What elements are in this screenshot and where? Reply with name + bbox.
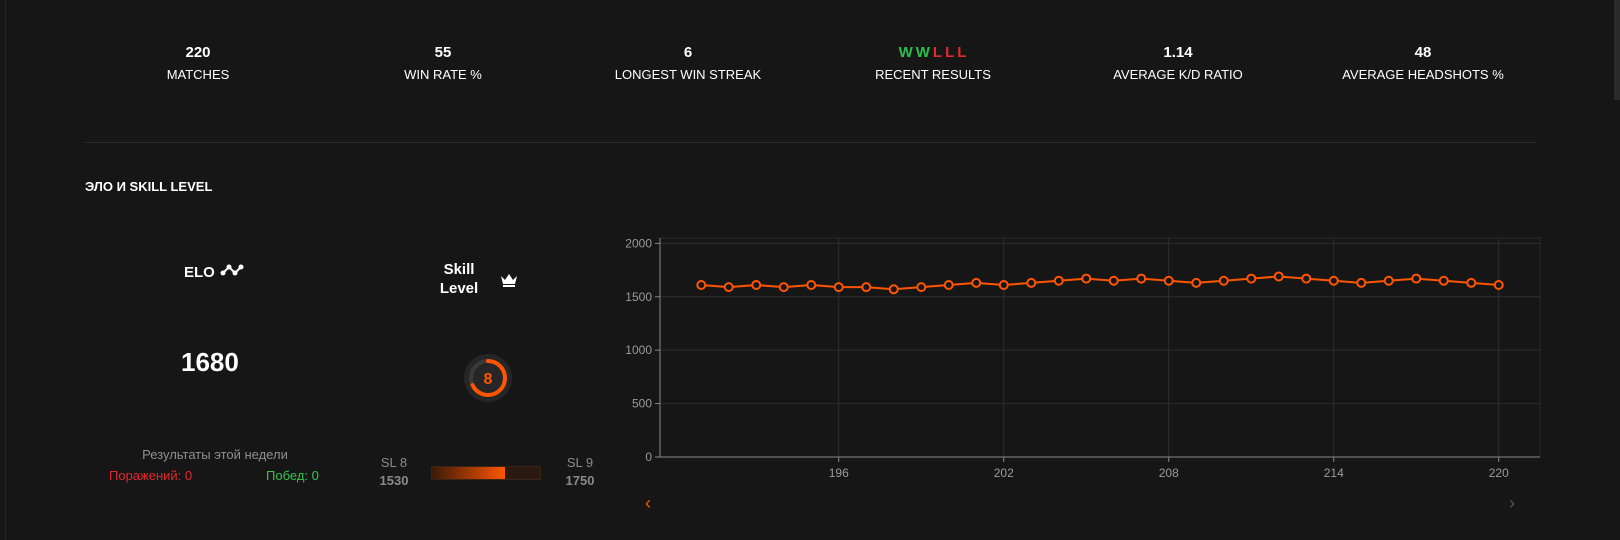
elo-header: ELO <box>184 263 244 281</box>
scrollbar[interactable] <box>1614 0 1620 100</box>
skill-label-line2: Level <box>439 280 479 297</box>
elo-data-point <box>1108 275 1119 286</box>
sl-current: SL 8 1530 <box>372 455 416 488</box>
sl-current-label: SL 8 <box>380 455 408 470</box>
stat-win-rate: 55 WIN RATE % <box>333 44 553 84</box>
stat-kd-ratio-value: 1.14 <box>1163 44 1193 61</box>
stat-longest-streak: 6 LONGEST WIN STREAK <box>578 44 798 84</box>
sl-next: SL 9 1750 <box>557 455 603 488</box>
sl-progress-bar <box>431 466 541 480</box>
stat-headshots-label: AVERAGE HEADSHOTS % <box>1342 67 1504 82</box>
stat-win-rate-value: 55 <box>434 44 452 61</box>
elo-data-point <box>861 282 872 293</box>
elo-data-point <box>1026 277 1037 288</box>
stat-matches: 220 MATCHES <box>88 44 308 84</box>
recent-result: L <box>957 44 968 61</box>
recent-result: L <box>945 44 956 61</box>
stats-bar: 220 MATCHES 55 WIN RATE % 6 LONGEST WIN … <box>0 44 1620 90</box>
y-tick-label: 1000 <box>625 343 652 357</box>
section-title: ЭЛО И SKILL LEVEL <box>85 179 213 194</box>
skill-label-line1: Skill <box>443 261 475 278</box>
elo-data-point <box>723 282 734 293</box>
stat-win-rate-label: WIN RATE % <box>404 67 482 82</box>
x-tick-label: 208 <box>1159 466 1179 480</box>
elo-data-point <box>1053 275 1064 286</box>
chart-prev-button[interactable]: ‹ <box>645 493 651 513</box>
plot-area <box>659 237 1541 458</box>
stat-recent-results-label: RECENT RESULTS <box>875 67 991 82</box>
elo-series-line <box>701 275 1499 291</box>
stat-kd-ratio: 1.14 AVERAGE K/D RATIO <box>1068 44 1288 84</box>
stat-longest-streak-value: 6 <box>683 44 693 61</box>
recent-result: W <box>898 44 914 61</box>
sl-progress-fill <box>432 467 506 479</box>
left-border <box>5 0 6 540</box>
elo-data-point <box>971 277 982 288</box>
divider <box>85 142 1537 143</box>
stat-headshots: 48 AVERAGE HEADSHOTS % <box>1313 44 1533 84</box>
sl-next-label: SL 9 <box>566 455 594 470</box>
elo-data-point <box>1081 273 1092 284</box>
x-tick-label: 196 <box>829 466 849 480</box>
elo-data-point <box>943 280 954 291</box>
elo-value: 1680 <box>181 347 239 377</box>
recent-result: L <box>932 44 944 61</box>
elo-data-point <box>1163 275 1174 286</box>
elo-data-point <box>806 280 817 291</box>
skill-level-header: Skill Level <box>430 260 488 298</box>
elo-data-point <box>696 280 707 291</box>
week-losses: Поражений: 0 <box>109 468 193 483</box>
stat-longest-streak-label: LONGEST WIN STREAK <box>614 67 762 82</box>
sl-next-value: 1750 <box>565 473 595 488</box>
week-wins: Побед: 0 <box>266 468 319 483</box>
trend-line-icon <box>220 263 244 281</box>
elo-data-point <box>1246 273 1257 284</box>
recent-result: W <box>915 44 931 61</box>
elo-data-point <box>916 282 927 293</box>
elo-data-point <box>888 284 899 295</box>
elo-data-point <box>1383 275 1394 286</box>
elo-chart-svg: 0 500 1000 1500 2000 196 202 208 214 220 <box>625 236 1541 480</box>
x-tick-label: 220 <box>1489 466 1509 480</box>
skill-level-number: 8 <box>484 371 493 388</box>
elo-data-point <box>1218 275 1229 286</box>
elo-data-point <box>1466 277 1477 288</box>
elo-data-point <box>1136 273 1147 284</box>
elo-data-point <box>778 282 789 293</box>
skill-level-badge: 8 <box>463 353 513 403</box>
elo-data-point <box>1411 273 1422 284</box>
x-tick-label: 214 <box>1324 466 1344 480</box>
elo-label: ELO <box>184 263 215 281</box>
elo-data-point <box>998 280 1009 291</box>
week-results-title: Результаты этой недели <box>142 447 288 462</box>
elo-data-point <box>1438 275 1449 286</box>
chart-next-button[interactable]: › <box>1509 493 1515 513</box>
y-tick-label: 2000 <box>625 236 652 250</box>
elo-data-point <box>833 282 844 293</box>
elo-chart: 0 500 1000 1500 2000 196 202 208 214 220 <box>620 230 1545 490</box>
stat-headshots-value: 48 <box>1414 44 1432 61</box>
crown-icon <box>500 272 518 293</box>
elo-data-point <box>1273 271 1284 282</box>
stat-matches-value: 220 <box>185 44 211 61</box>
y-tick-label: 0 <box>645 450 652 464</box>
y-tick-label: 500 <box>632 397 652 411</box>
elo-data-point <box>1356 277 1367 288</box>
sl-current-value: 1530 <box>379 473 409 488</box>
x-tick-label: 202 <box>994 466 1014 480</box>
elo-data-point <box>1301 273 1312 284</box>
elo-data-point <box>1191 277 1202 288</box>
elo-data-point <box>1493 280 1504 291</box>
y-tick-label: 1500 <box>625 290 652 304</box>
stat-kd-ratio-label: AVERAGE K/D RATIO <box>1113 67 1243 82</box>
stat-matches-label: MATCHES <box>166 67 230 82</box>
elo-data-point <box>1328 275 1339 286</box>
elo-data-point <box>751 280 762 291</box>
